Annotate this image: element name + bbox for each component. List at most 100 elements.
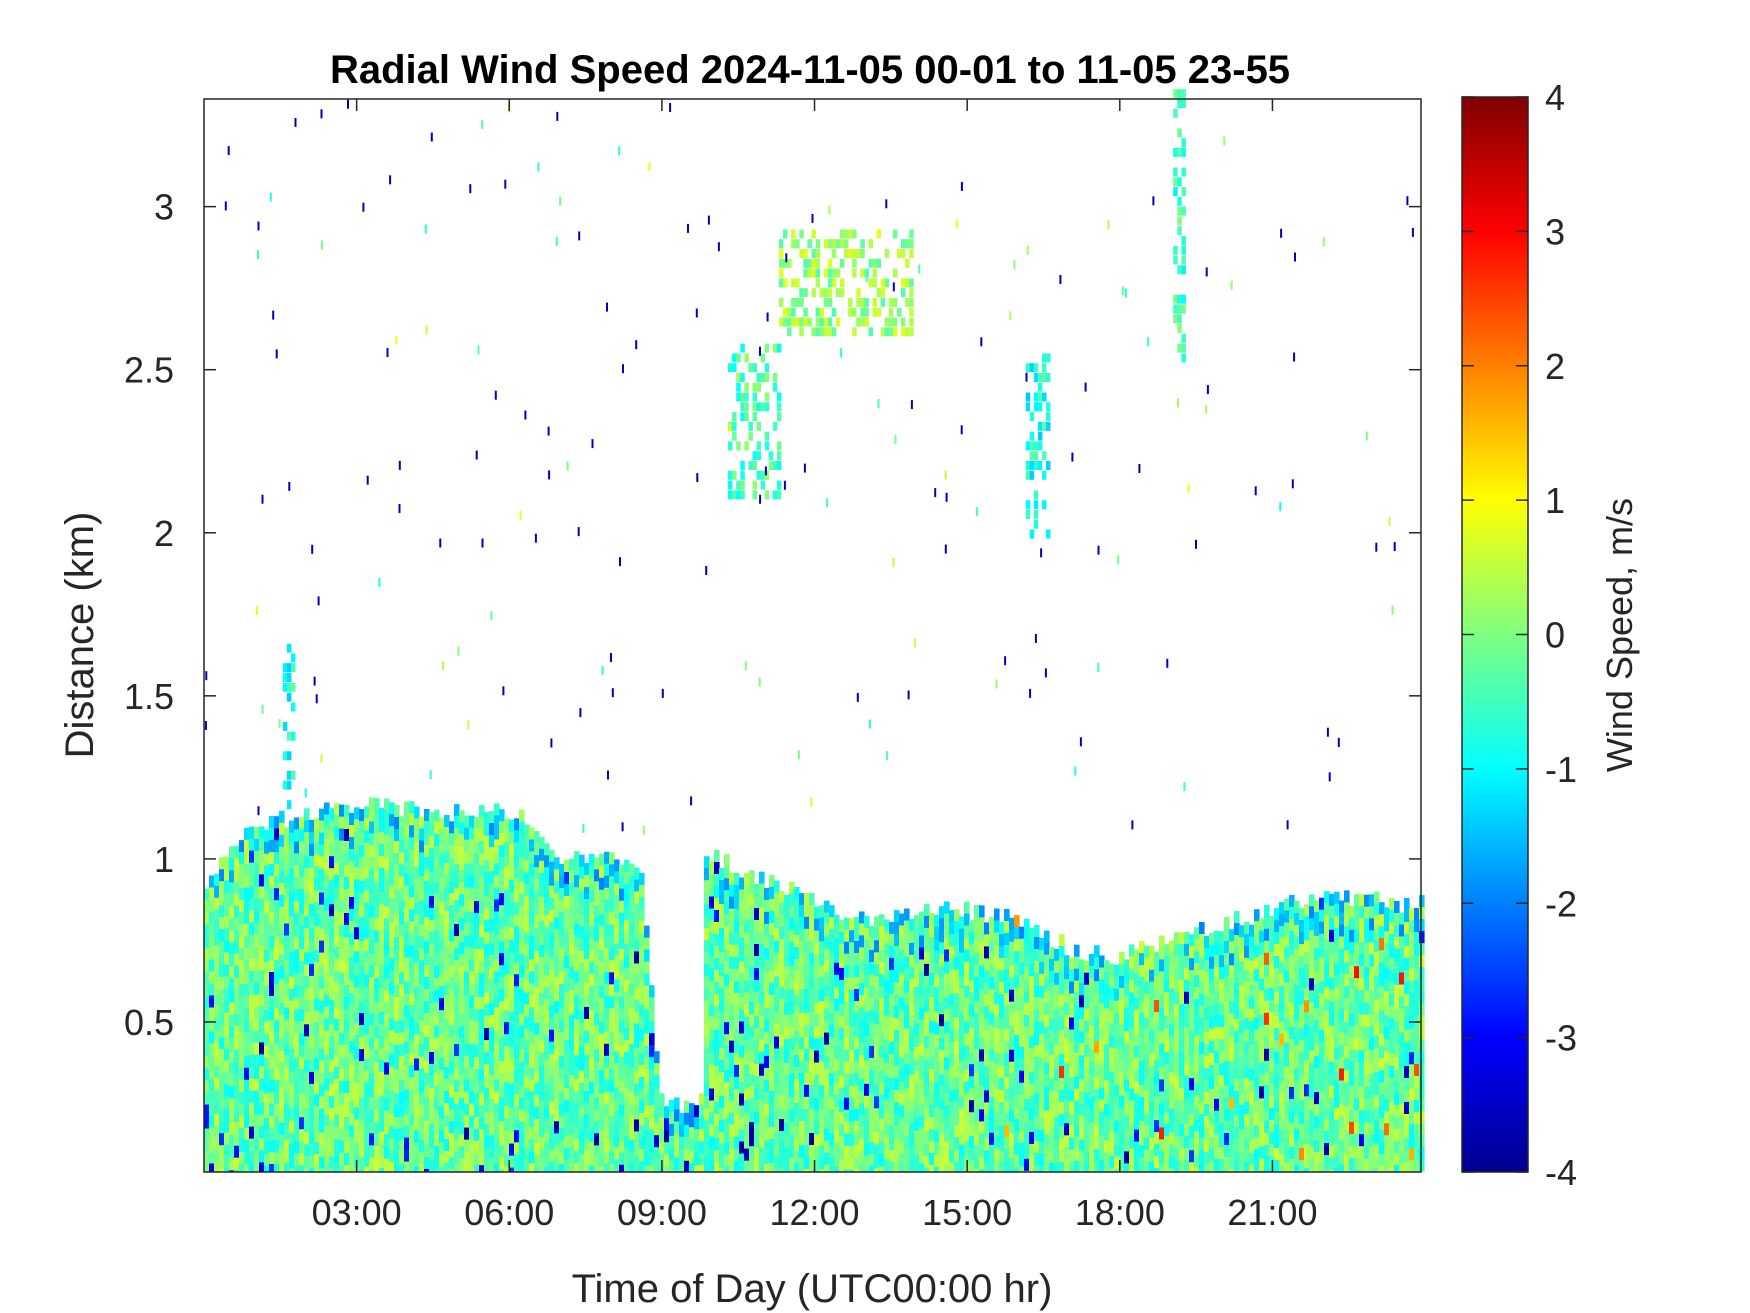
heatmap-cell xyxy=(1114,1144,1120,1158)
heatmap-cell xyxy=(824,1152,830,1166)
heatmap-cell xyxy=(839,955,845,969)
heatmap-cell xyxy=(244,1067,250,1081)
heatmap-cell xyxy=(739,1093,745,1107)
heatmap-cell xyxy=(244,947,250,961)
heatmap-cell xyxy=(1154,1048,1160,1061)
heatmap-cell xyxy=(264,865,270,879)
heatmap-cell xyxy=(1009,1133,1015,1147)
heatmap-cell xyxy=(529,839,535,852)
heatmap-cell xyxy=(369,1085,375,1098)
heatmap-cell xyxy=(1229,989,1235,1002)
heatmap-cell xyxy=(469,827,475,841)
heatmap-cell xyxy=(1079,983,1085,996)
heatmap-cell xyxy=(629,911,635,925)
heatmap-cell xyxy=(354,1071,360,1084)
heatmap-cell xyxy=(1134,1093,1140,1107)
heatmap-cell xyxy=(829,977,835,990)
heatmap-cell xyxy=(264,829,270,843)
heatmap-cell xyxy=(464,887,470,901)
heatmap-cell xyxy=(1024,1050,1030,1064)
heatmap-cell xyxy=(1044,1074,1050,1088)
heatmap-cell xyxy=(1129,1076,1135,1089)
heatmap-cell xyxy=(729,1004,735,1018)
heatmap-cell xyxy=(389,898,395,911)
heatmap-cell xyxy=(894,1150,900,1163)
heatmap-cell xyxy=(289,1108,295,1122)
heatmap-cell xyxy=(394,1141,400,1154)
heatmap-cell xyxy=(729,1160,735,1172)
heatmap-cell xyxy=(399,1044,405,1057)
heatmap-cell xyxy=(429,1040,435,1053)
heatmap-cell xyxy=(379,903,385,917)
heatmap-cell xyxy=(574,1091,580,1104)
heatmap-cell xyxy=(789,893,795,907)
heatmap-cell xyxy=(214,981,220,995)
heatmap-cell xyxy=(319,928,325,942)
heatmap-cell xyxy=(299,889,305,902)
heatmap-cell xyxy=(744,920,750,934)
heatmap-cell xyxy=(904,956,910,970)
heatmap-cell xyxy=(1149,1137,1155,1151)
heatmap-cell xyxy=(604,1043,610,1057)
heatmap-cell xyxy=(609,996,615,1009)
heatmap-cell xyxy=(374,1038,380,1051)
heatmap-cell xyxy=(239,1116,245,1129)
heatmap-cell xyxy=(749,1134,755,1147)
heatmap-cell xyxy=(214,885,220,899)
heatmap-cell xyxy=(344,841,350,854)
heatmap-cell xyxy=(934,1058,940,1072)
heatmap-cell xyxy=(709,992,715,1006)
heatmap-cell xyxy=(979,1133,985,1146)
heatmap-cell xyxy=(829,941,835,954)
heatmap-cell xyxy=(384,1098,390,1112)
heatmap-cell xyxy=(1089,1169,1095,1172)
heatmap-cell xyxy=(404,1101,410,1115)
heatmap-cell xyxy=(399,948,405,961)
heatmap-cell xyxy=(814,1002,820,1016)
heatmap-cell xyxy=(804,1108,810,1122)
heatmap-cell xyxy=(329,1120,335,1133)
heatmap-cell xyxy=(599,877,605,891)
heatmap-cell xyxy=(339,1092,345,1106)
heatmap-cell xyxy=(989,952,995,966)
heatmap-cell xyxy=(1159,1055,1165,1068)
heatmap-cell xyxy=(274,948,280,961)
heatmap-cell xyxy=(229,918,235,931)
heatmap-cell xyxy=(519,1025,525,1039)
heatmap-cell xyxy=(1189,946,1195,959)
heatmap-cell xyxy=(209,1007,215,1021)
heatmap-cell xyxy=(1214,1002,1220,1016)
heatmap-cell xyxy=(1204,1044,1210,1057)
heatmap-cell xyxy=(609,1032,615,1045)
heatmap-cell xyxy=(709,884,715,898)
heatmap-cell xyxy=(939,930,945,943)
heatmap-cell xyxy=(514,842,520,855)
heatmap-cell xyxy=(324,850,330,864)
heatmap-cell xyxy=(349,1113,355,1126)
heatmap-cell xyxy=(439,1118,445,1131)
heatmap-cell xyxy=(994,1028,1000,1042)
heatmap-cell xyxy=(379,1011,385,1025)
heatmap-cell xyxy=(379,1047,385,1061)
heatmap-cell xyxy=(1029,1131,1035,1145)
heatmap-cell xyxy=(1169,1048,1175,1062)
heatmap-cell xyxy=(1229,1157,1235,1170)
heatmap-cell xyxy=(239,900,245,913)
heatmap-cell xyxy=(944,1153,950,1167)
heatmap-cell xyxy=(1204,960,1210,973)
heatmap-cell xyxy=(504,914,510,927)
heatmap-cell xyxy=(1234,1103,1240,1116)
heatmap-cell xyxy=(279,966,285,980)
heatmap-cell xyxy=(984,1042,990,1055)
heatmap-cell xyxy=(334,1054,340,1068)
heatmap-cell xyxy=(234,1109,240,1123)
heatmap-cell xyxy=(359,1025,365,1038)
heatmap-cell xyxy=(924,975,930,989)
heatmap-cell xyxy=(249,826,255,840)
heatmap-cell xyxy=(484,968,490,981)
heatmap-cell xyxy=(219,893,225,906)
heatmap-cell xyxy=(624,1039,630,1053)
heatmap-cell xyxy=(844,1133,850,1147)
heatmap-cell xyxy=(1049,1114,1055,1128)
heatmap-cell xyxy=(1004,993,1010,1006)
